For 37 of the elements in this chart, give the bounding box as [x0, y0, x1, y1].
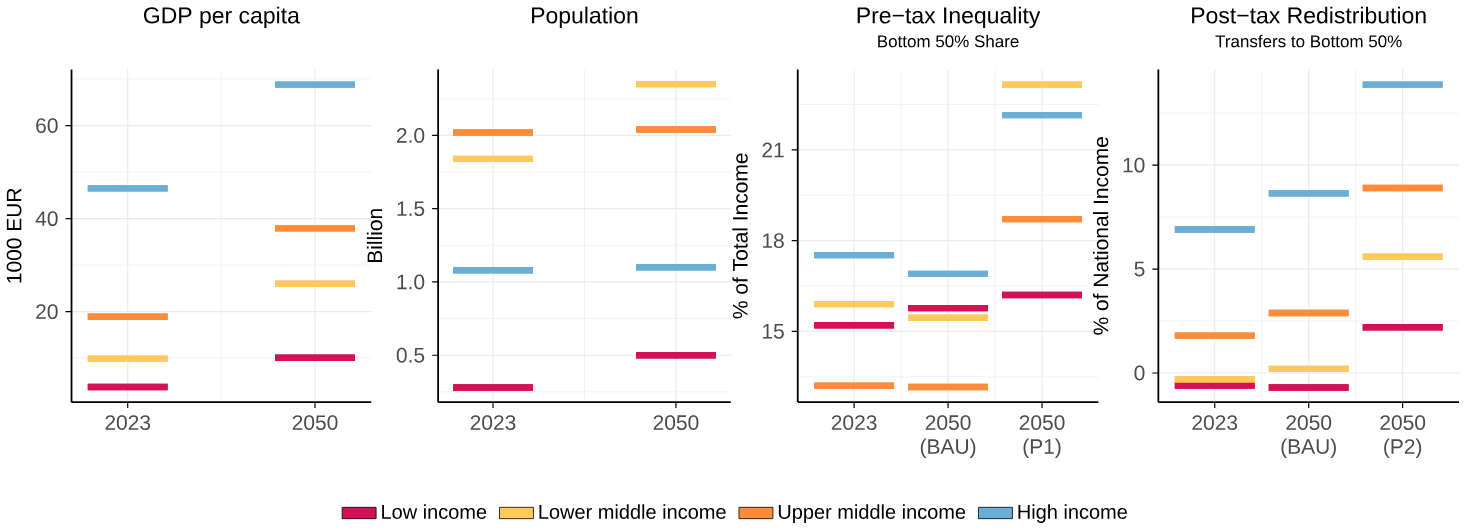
x-tick-label: 2050 (P1) [1019, 415, 1065, 459]
y-tick-label: 2.0 [397, 128, 425, 143]
chart-title: GDP per capita [143, 6, 300, 29]
y-tick-label: 21 [762, 142, 784, 158]
y-axis-title: Billion [366, 209, 383, 263]
y-axis-title: 1000 EUR [6, 188, 22, 283]
y-tick-label: 18 [762, 233, 784, 249]
y-tick-label: 0.5 [396, 347, 425, 363]
y-tick-label: 60 [36, 118, 58, 133]
y-axis-title: % of National Income [1092, 137, 1109, 335]
y-tick-label: 10 [1123, 157, 1145, 173]
chart-title: Population [532, 6, 638, 29]
x-tick-label: 2023 [831, 415, 877, 431]
chart-subtitle: Bottom 50% Share [878, 34, 1019, 48]
legend-label: Low income [382, 504, 487, 519]
x-tick-label: 2050 [653, 415, 699, 431]
x-tick-label: 2023 [105, 415, 151, 431]
chart-subtitle: Transfers to Bottom 50% [1215, 34, 1402, 48]
x-tick-label: 2023 [1192, 415, 1238, 431]
x-tick-label: 2023 [470, 415, 516, 431]
chart-title: Pre−tax Inequality [857, 6, 1041, 29]
x-tick-label: 2050 (BAU) [920, 415, 976, 459]
x-tick-label: 2050 [292, 415, 338, 431]
y-tick-label: 40 [35, 211, 58, 227]
legend-label: High income [1018, 504, 1127, 523]
y-axis-title: % of Total Income [732, 153, 748, 319]
x-tick-label: 2050 (P2) [1380, 415, 1426, 459]
y-tick-label: 20 [36, 304, 58, 320]
y-tick-label: 5 [1134, 261, 1145, 277]
y-tick-label: 1.5 [397, 201, 425, 217]
legend-label: Lower middle income [539, 504, 726, 519]
chart-title: Post−tax Redistribution [1192, 6, 1426, 24]
x-tick-label: 2050 (BAU) [1281, 415, 1336, 459]
legend-label: Upper middle income [778, 504, 966, 523]
y-tick-label: 0 [1134, 365, 1145, 381]
y-tick-label: 15 [762, 324, 784, 339]
y-tick-label: 1.0 [397, 274, 425, 290]
